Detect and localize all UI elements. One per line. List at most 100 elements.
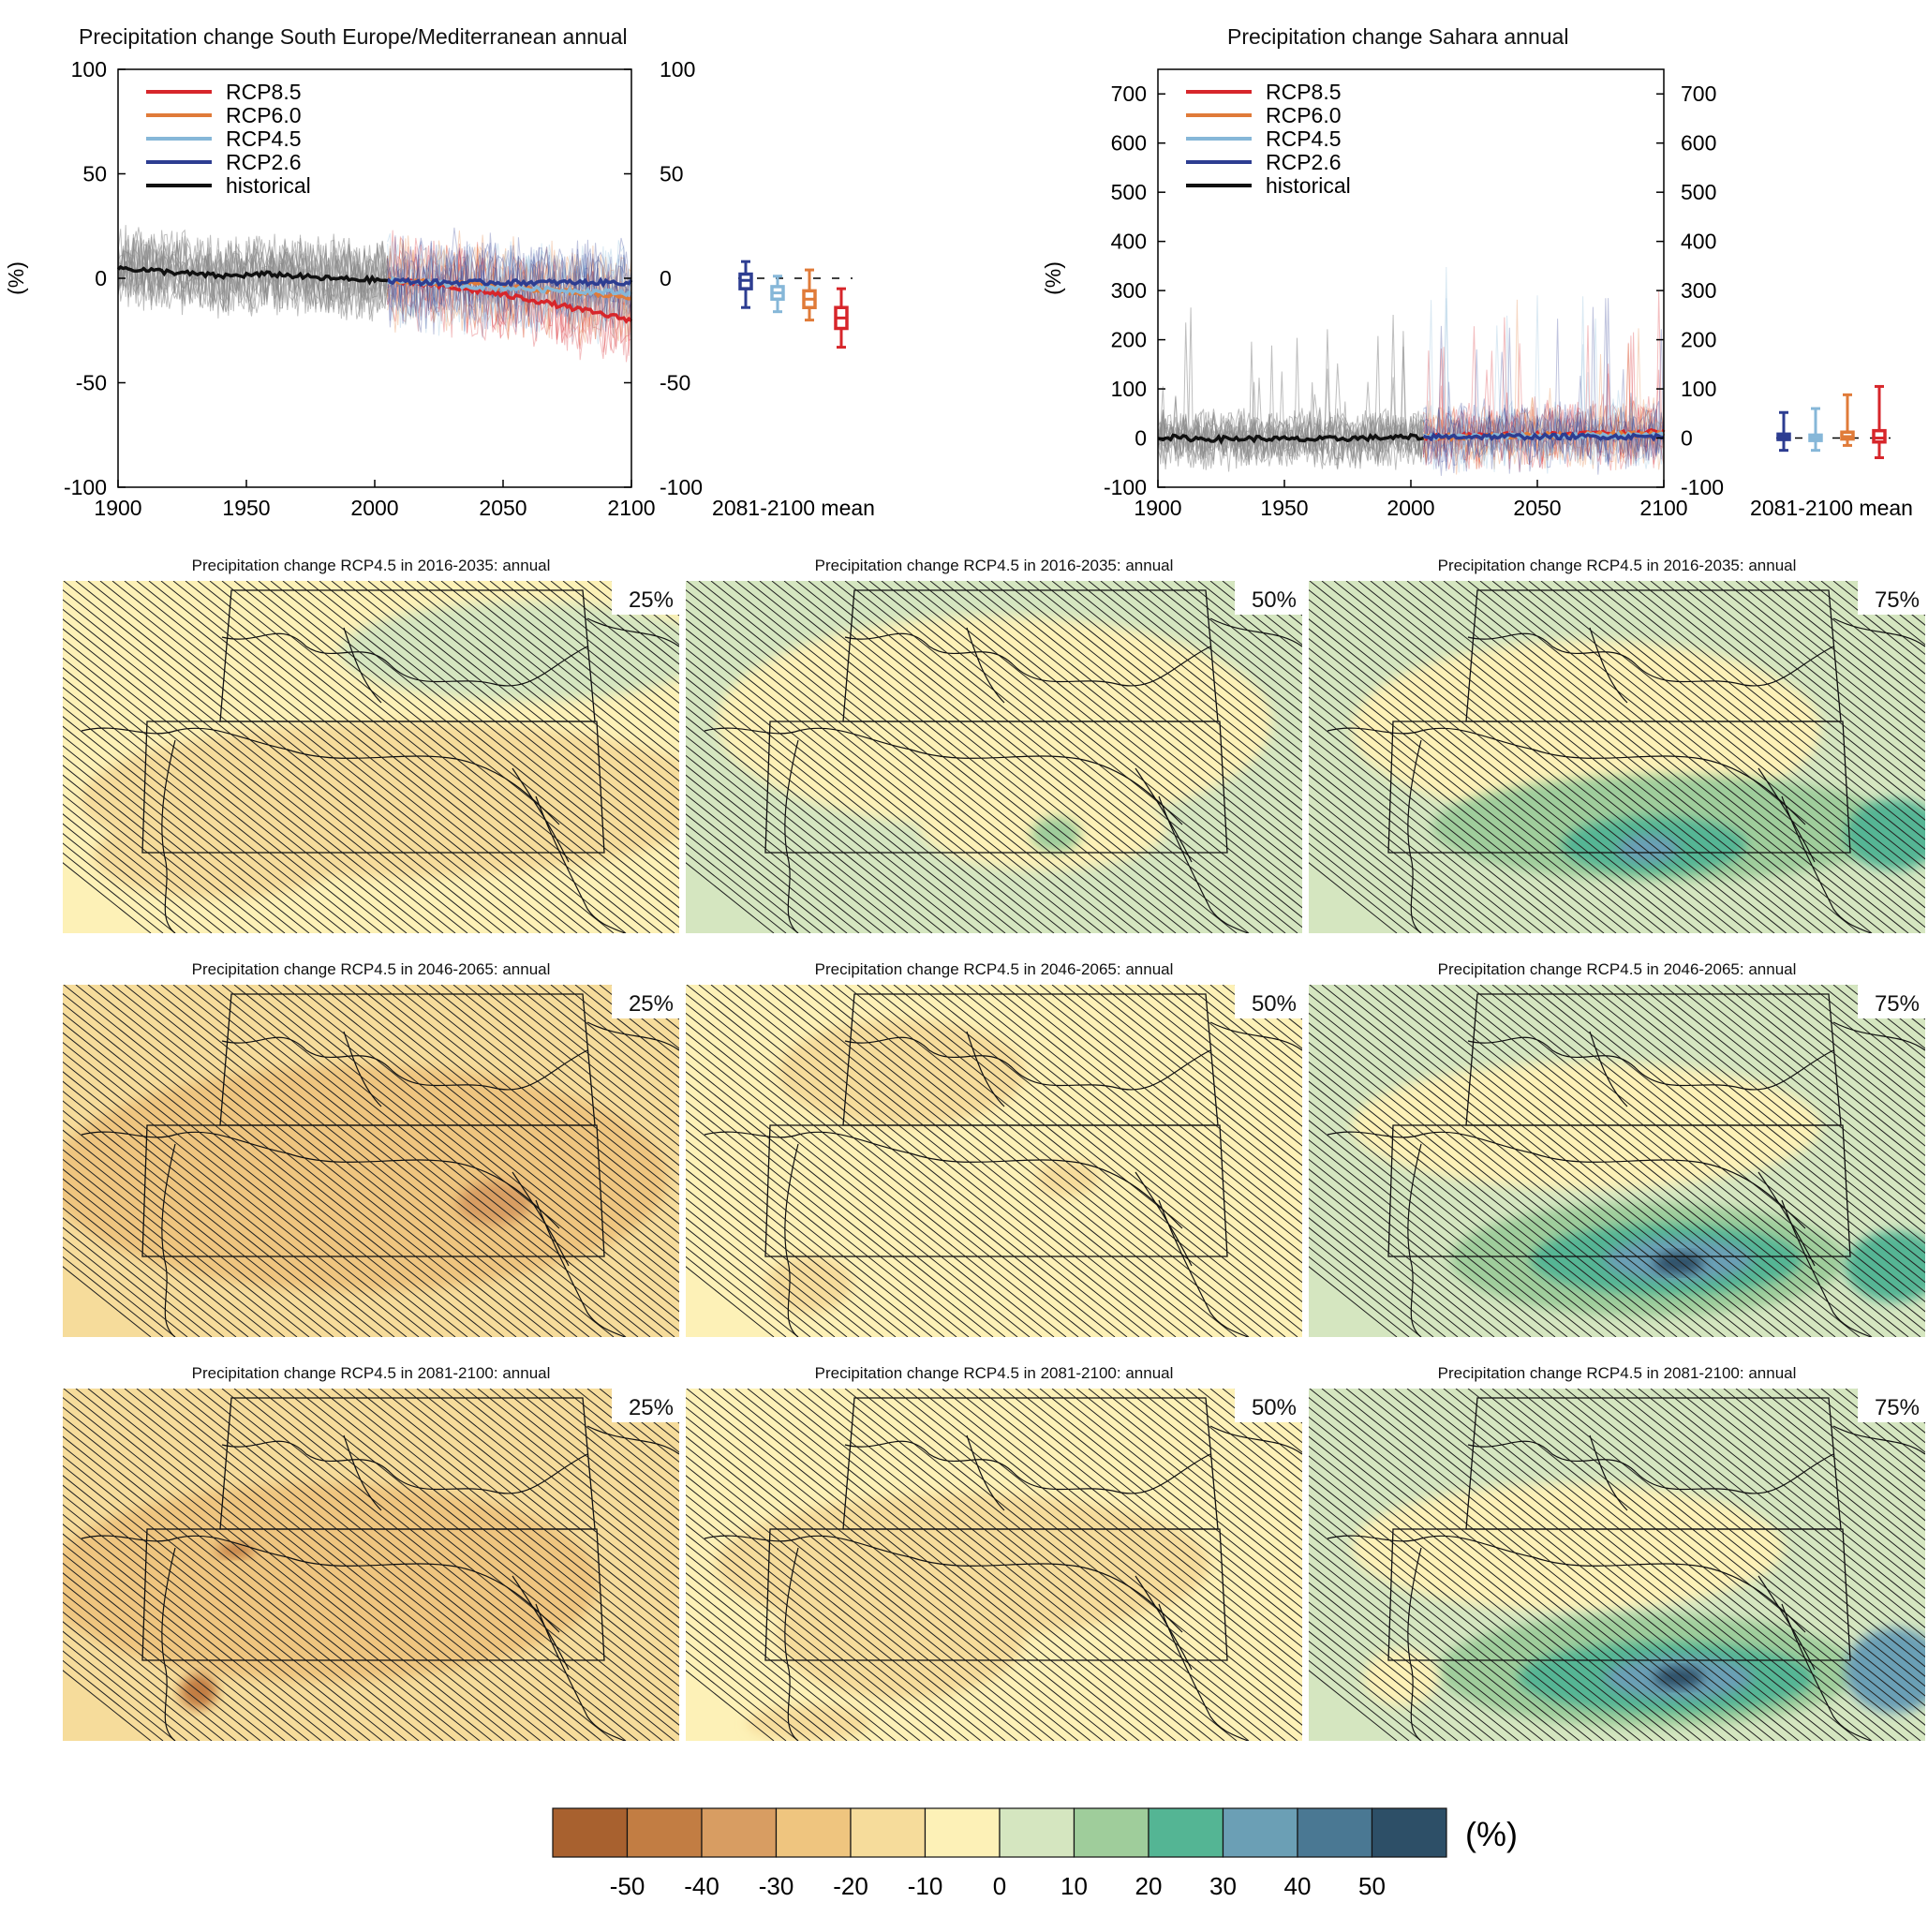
map-panel: 50% — [686, 1389, 1302, 1741]
hatch-line — [258, 985, 679, 1322]
hatch-line — [710, 985, 1152, 1337]
hatch-line — [1625, 985, 1925, 1225]
hatch-line — [686, 1041, 1055, 1337]
hatch-line — [63, 842, 176, 933]
map-panel: 50% — [686, 985, 1302, 1337]
hatch-line — [686, 1406, 1104, 1741]
hatch-line — [1686, 1389, 1925, 1580]
hatch-line — [574, 581, 679, 665]
hatch-line — [1309, 823, 1446, 933]
hatch-line — [686, 1426, 1079, 1741]
hatch-line — [771, 985, 1213, 1337]
hatch-line — [63, 667, 395, 933]
hatch-line — [868, 1389, 1302, 1736]
hatch-line — [63, 1621, 213, 1741]
hatch-line — [686, 1621, 836, 1741]
hatch-line — [686, 754, 909, 933]
hatch-line — [1309, 1236, 1434, 1337]
y-axis-label: (%) — [1041, 261, 1065, 295]
coastline — [844, 1440, 1211, 1494]
percentile-label: 75% — [1875, 1395, 1920, 1420]
hatch-line — [686, 686, 994, 933]
hatch-line — [1309, 1630, 1446, 1741]
coastline — [1327, 727, 1806, 825]
hatch-line — [63, 735, 310, 933]
percentile-label-bg — [612, 1389, 679, 1422]
hatch-line — [392, 985, 679, 1215]
scenario-run-line — [1423, 296, 1665, 470]
hatch-line — [1309, 1513, 1593, 1741]
percentile-label-bg — [1858, 581, 1925, 615]
hatch-line — [686, 1475, 1018, 1741]
hatch-line — [1309, 676, 1629, 933]
hatch-line — [686, 1003, 1104, 1337]
hatch-line — [1382, 985, 1824, 1337]
hatch-line — [1309, 1178, 1507, 1337]
hatch-line — [574, 1389, 679, 1473]
hatch-line — [1552, 1389, 1925, 1687]
contour-region — [747, 1705, 871, 1741]
hatch-line — [1321, 1389, 1763, 1741]
hatch-line — [63, 1236, 188, 1337]
hatch-line — [1309, 637, 1678, 933]
hatch-line — [306, 985, 679, 1284]
hatch-line — [404, 1389, 679, 1610]
hatch-line — [686, 1207, 848, 1337]
hatch-line — [1638, 985, 1925, 1215]
hatch-line — [856, 581, 1298, 933]
map-panel-title: Precipitation change RCP4.5 in 2046-2065… — [814, 960, 1174, 978]
hatch-line — [465, 985, 679, 1157]
map-field — [686, 1389, 1302, 1741]
coastline — [1832, 1425, 1925, 1455]
hatch-line — [686, 1533, 945, 1741]
hatch-line — [75, 985, 517, 1337]
hatch-line — [1516, 581, 1925, 909]
map-panel: 25% — [63, 985, 679, 1337]
hatch-line — [820, 581, 1262, 933]
x-tick-label: 2000 — [1387, 496, 1434, 520]
hatch-line — [1309, 1187, 1495, 1337]
hatch-line — [1808, 581, 1925, 675]
hatch-line — [124, 985, 566, 1337]
hatch-line — [1443, 985, 1885, 1337]
hatch-line — [562, 581, 679, 675]
hatch-line — [1309, 628, 1690, 933]
hatch-line — [1309, 599, 1727, 933]
hatch-line — [1832, 985, 1925, 1060]
colorbar-tick-label: 0 — [993, 1872, 1006, 1900]
hatch-line — [1723, 581, 1925, 743]
coastline — [966, 1434, 1005, 1511]
contour-region — [185, 1150, 371, 1278]
region-box-sahara — [764, 1124, 1228, 1257]
hatch-line — [1222, 985, 1302, 1049]
colorbar-segment — [552, 1807, 629, 1858]
hatch-line — [1309, 765, 1520, 933]
hatch-line — [1674, 581, 1925, 782]
hatch-line — [1197, 1389, 1302, 1473]
hatch-line — [686, 1158, 909, 1337]
map-panel: 75% — [1309, 985, 1925, 1337]
hatch-line — [1309, 618, 1702, 933]
hatch-line — [1601, 985, 1925, 1244]
hatch-line — [905, 581, 1302, 899]
hatch-line — [832, 985, 1274, 1337]
percentile-label: 25% — [629, 991, 674, 1017]
hatch-line — [63, 1426, 456, 1741]
coastline — [512, 1575, 570, 1671]
hatch-line — [686, 745, 921, 933]
hatch-line — [1222, 581, 1302, 646]
hatch-line — [917, 985, 1302, 1293]
y-tick-label: 100 — [1111, 377, 1147, 401]
coastline — [784, 739, 799, 933]
hatch-line — [1309, 754, 1532, 933]
map-field — [63, 1389, 679, 1741]
hatch-line — [686, 1032, 1067, 1337]
hatch-line — [1455, 985, 1897, 1337]
hatch-line — [1309, 1149, 1544, 1337]
boxplot-box — [1872, 428, 1887, 444]
hatch-line — [550, 581, 679, 685]
hatch-line — [245, 581, 679, 929]
hatch-line — [63, 832, 188, 933]
hatch-line — [1209, 1389, 1302, 1464]
hatch-line — [63, 1630, 200, 1741]
